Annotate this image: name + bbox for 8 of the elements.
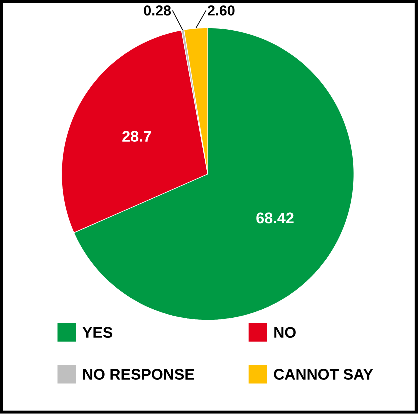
data-label: 68.42 (256, 212, 294, 224)
data-label: 2.60 (208, 6, 235, 16)
legend-label: YES (82, 327, 113, 338)
data-label: 28.7 (122, 131, 152, 142)
legend-label: CANNOT SAY (274, 369, 374, 380)
data-label: 0.28 (144, 6, 172, 16)
legend-label: NO (274, 327, 296, 338)
legend-label: NO RESPONSE (84, 369, 194, 380)
